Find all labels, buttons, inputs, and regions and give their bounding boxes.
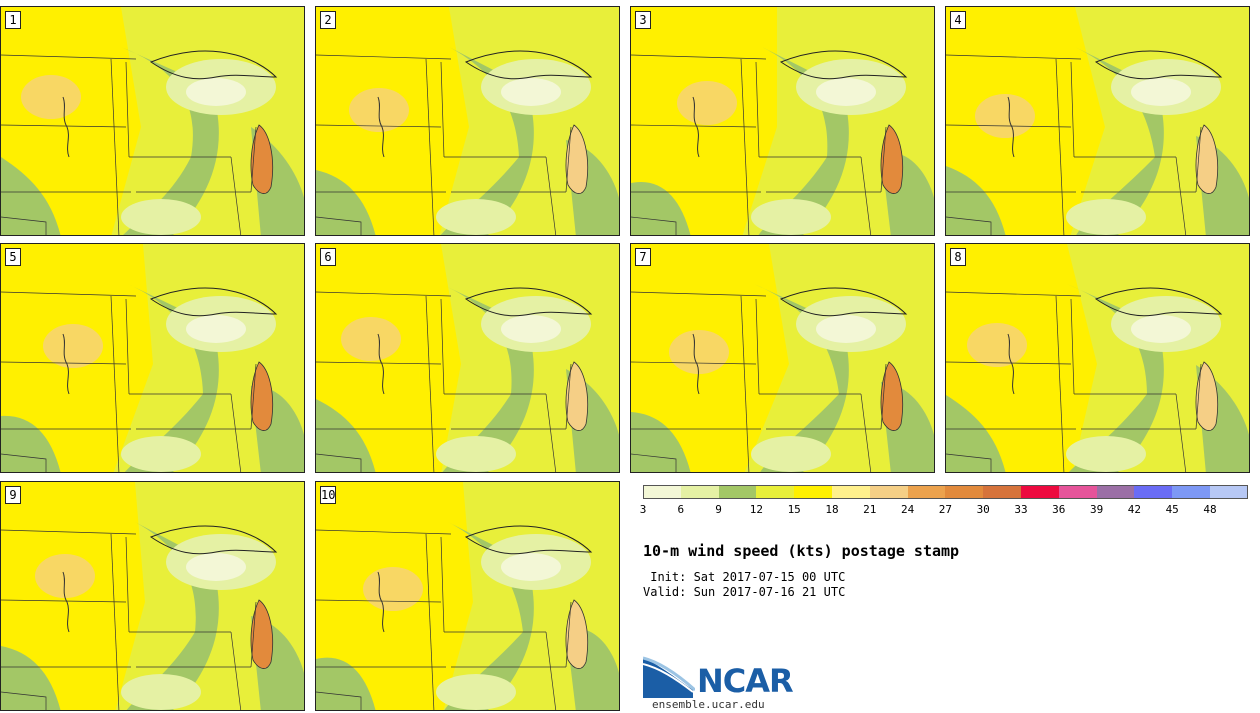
wind-map [1,7,304,235]
panel-number: 3 [635,11,651,29]
wind-map [946,7,1249,235]
wind-map [631,244,934,472]
stamp-panel: 1 [0,6,305,236]
colorbar-tick-label: 24 [900,503,915,516]
wind-map [1,482,304,710]
panel-number: 8 [950,248,966,266]
colorbar-swatch [794,485,832,499]
wind-map [631,7,934,235]
panel-number: 1 [5,11,21,29]
wind-map [316,7,619,235]
panel-number: 6 [320,248,336,266]
colorbar-swatch [1021,485,1059,499]
colorbar-swatch [1096,485,1135,499]
wind-map [316,482,619,710]
colorbar-swatch [907,485,946,499]
chart-title: 10-m wind speed (kts) postage stamp [643,542,960,560]
colorbar-tick-label: 27 [938,503,953,516]
colorbar-swatch [1134,485,1173,499]
ncar-logo: NCAR ensemble.ucar.edu [642,656,794,711]
stamp-panel: 2 [315,6,620,236]
colorbar-tick-label: 18 [825,503,839,516]
wind-map [316,244,619,472]
wind-map [946,244,1249,472]
stamp-panel: 3 [630,6,935,236]
stamp-panel: 5 [0,243,305,473]
colorbar-swatch [680,485,719,499]
colorbar-swatch [983,485,1021,499]
colorbar-swatch [1210,485,1248,499]
wind-map [1,244,304,472]
colorbar-tick-label: 12 [749,503,764,516]
panel-number: 5 [5,248,21,266]
colorbar-tick-label: 45 [1165,503,1179,516]
stamp-panel: 4 [945,6,1250,236]
colorbar-tick-label: 21 [863,503,877,516]
stamp-panel: 6 [315,243,620,473]
stamp-panel: 10 [315,481,620,711]
colorbar-tick-label: 3 [639,503,647,516]
colorbar-tick-label: 15 [787,503,801,516]
panel-number: 10 [320,486,336,504]
colorbar-swatch [1058,485,1097,499]
colorbar-swatch [718,485,757,499]
colorbar-tick-label: 48 [1203,503,1217,516]
colorbar-tick-label: 42 [1127,503,1142,516]
colorbar-swatch [1172,485,1210,499]
panel-number: 7 [635,248,651,266]
colorbar-tick-label: 30 [976,503,990,516]
stamp-panel: 7 [630,243,935,473]
colorbar-tick-label: 36 [1052,503,1066,516]
colorbar-swatch [832,485,870,499]
logo-text: NCAR [697,662,794,700]
panel-number: 9 [5,486,21,504]
colorbar-tick-label: 9 [715,503,722,516]
colorbar-tick-label: 39 [1089,503,1104,516]
colorbar-swatch [643,485,681,499]
colorbar-tick-label: 33 [1014,503,1028,516]
stamp-panel: 9 [0,481,305,711]
panel-number: 4 [950,11,966,29]
init-time: Init: Sat 2017-07-15 00 UTC [643,570,846,584]
ncar-logo-icon [642,656,696,698]
colorbar-tick-label: 6 [677,503,685,516]
colorbar-swatch [945,485,984,499]
colorbar-swatch [869,485,908,499]
site-url: ensemble.ucar.edu [652,698,765,711]
valid-time: Valid: Sun 2017-07-16 21 UTC [643,585,846,599]
colorbar-swatch [756,485,795,499]
panel-number: 2 [320,11,336,29]
stamp-panel: 8 [945,243,1250,473]
